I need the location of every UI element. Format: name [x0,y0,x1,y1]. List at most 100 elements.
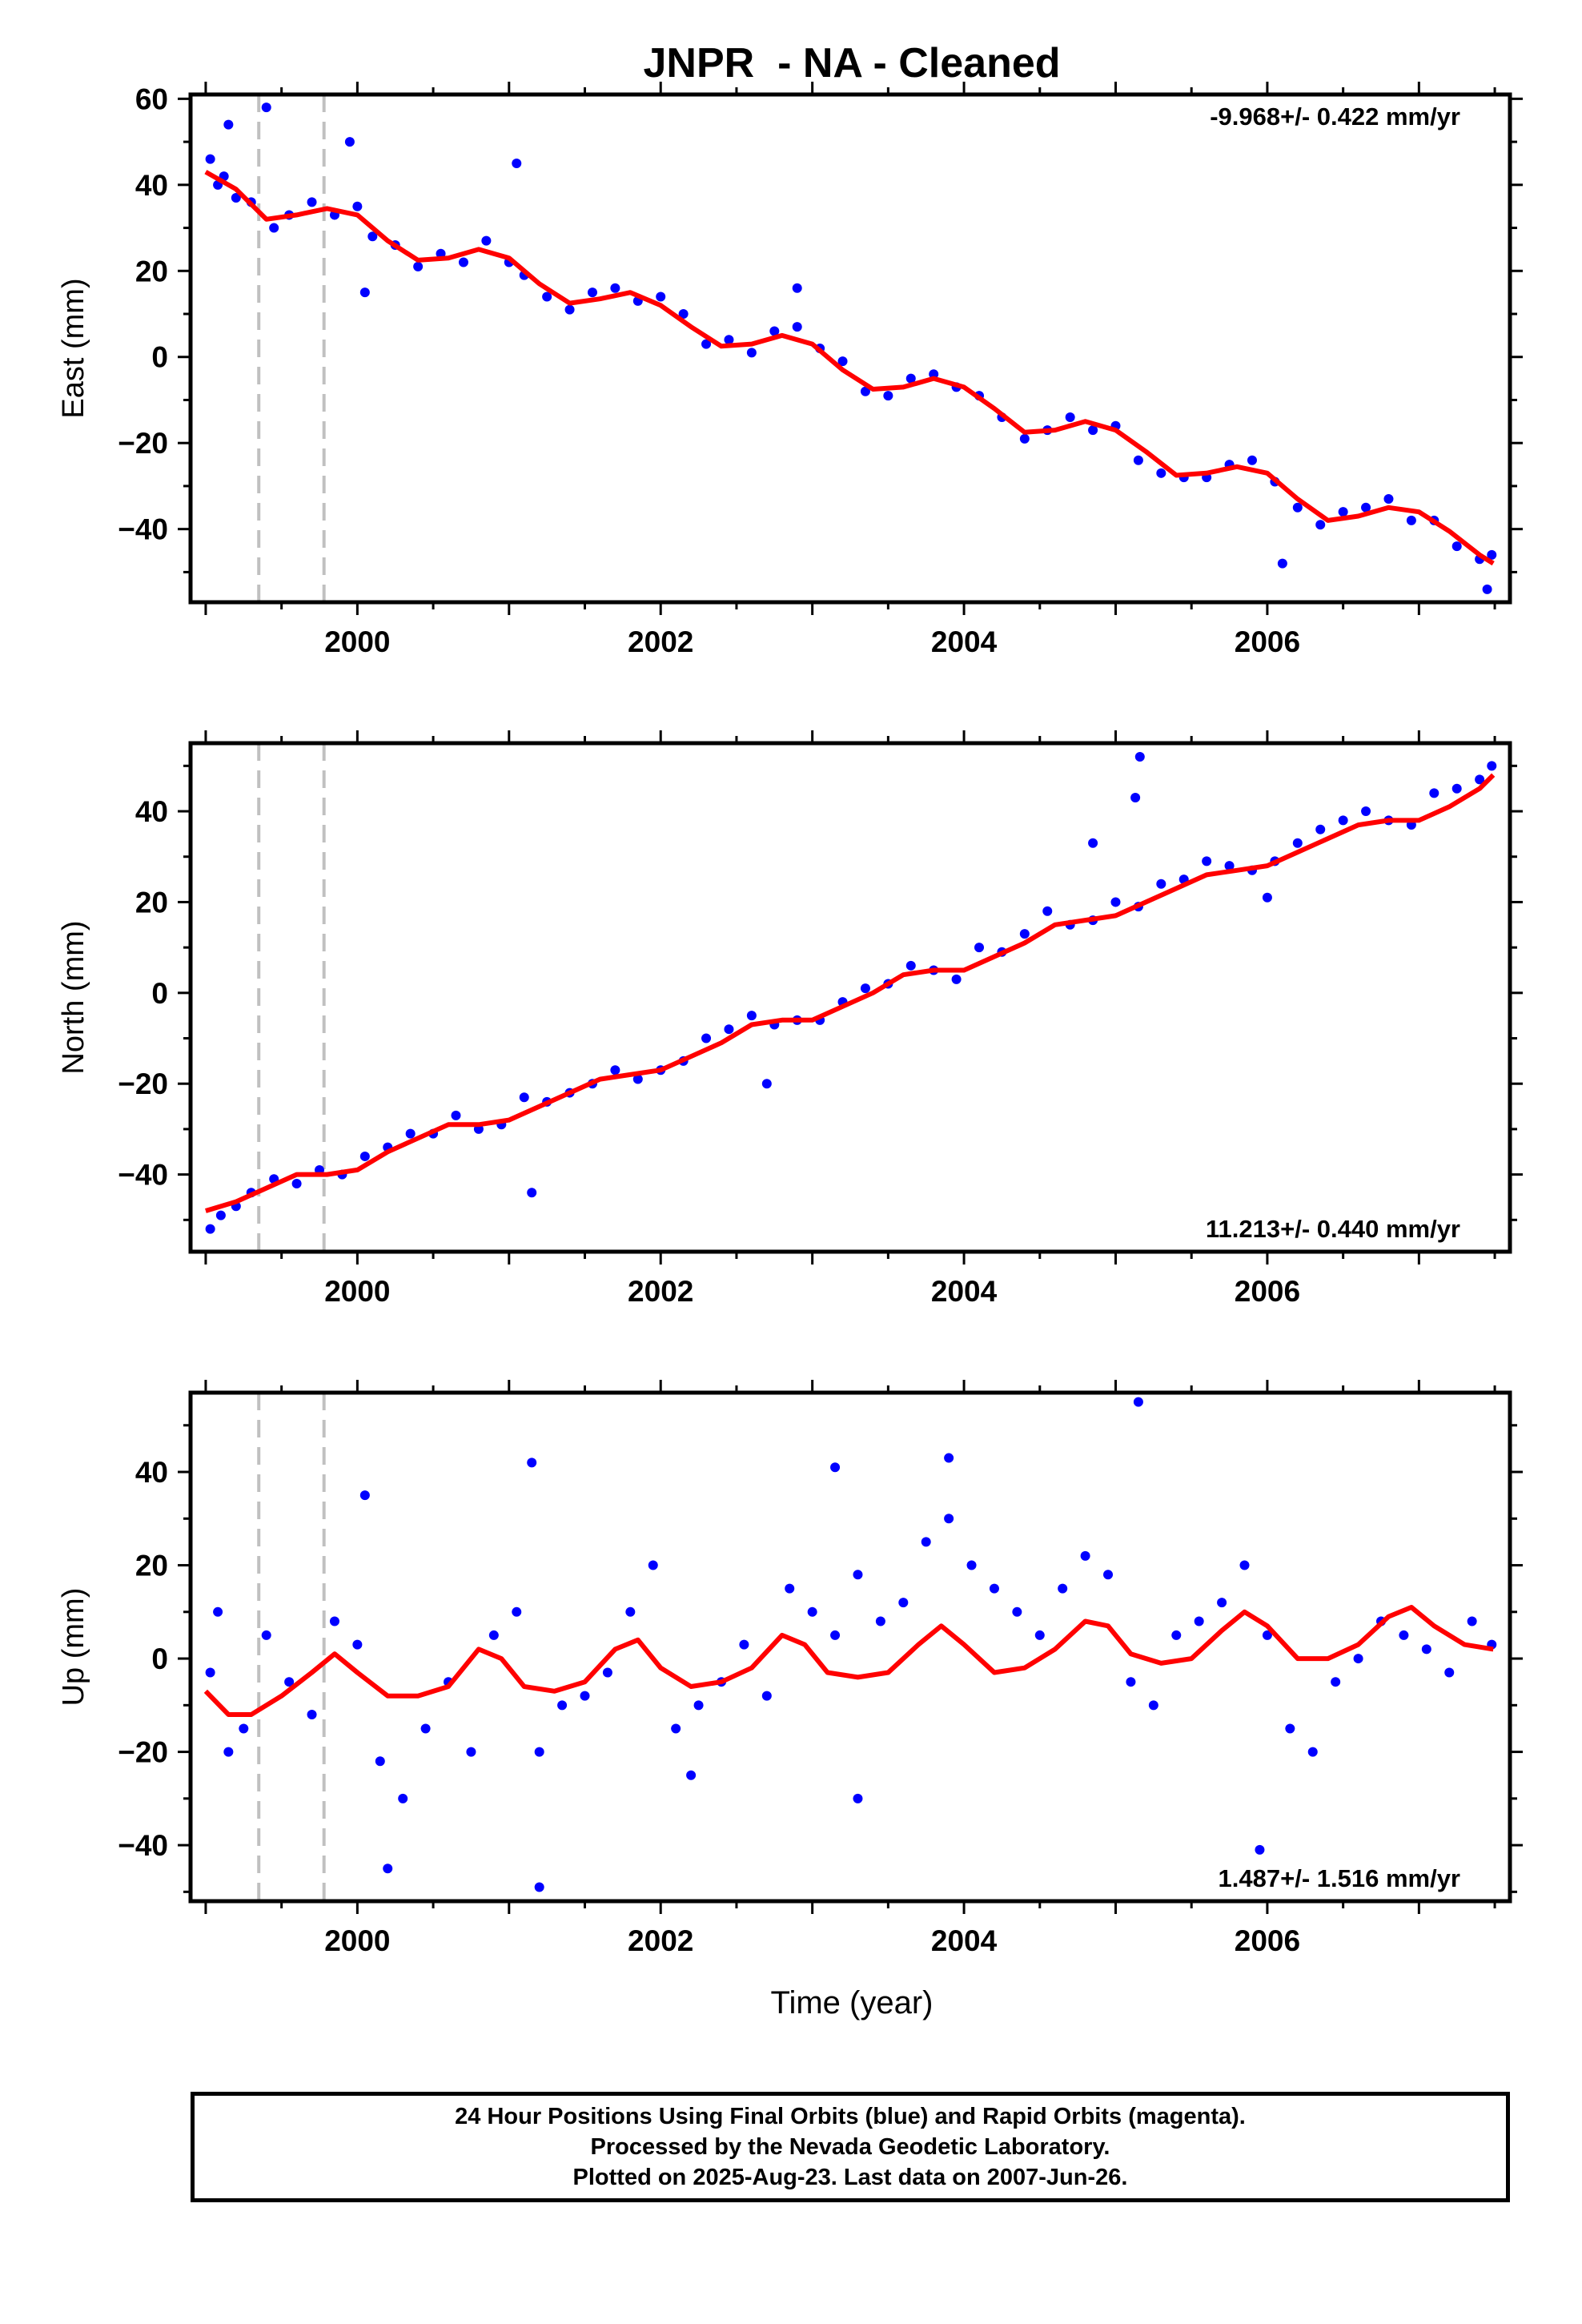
x-tick-label: 2000 [324,1924,390,1957]
east-data-point [724,335,734,345]
up-observations [205,1397,1497,1892]
up-data-point [686,1770,697,1780]
event-lines [257,743,326,1252]
event-lines [257,1393,326,1901]
caption-box: 24 Hour Positions Using Final Orbits (bl… [191,2092,1510,2202]
panel-east: 2000 2002 2004 2006 −40 −20 0 20 40 60 East (mm)… [57,82,1523,658]
north-data-point [905,960,916,971]
north-data-point [1156,879,1166,889]
up-data-point [383,1864,393,1874]
east-y-axis-label: East (mm) [57,278,90,418]
y-tick-label: 40 [135,169,168,202]
east-data-point [905,373,916,384]
up-data-point [785,1583,795,1594]
up-data-point [1034,1630,1045,1640]
up-data-point [1171,1630,1182,1640]
y-tick-label: 0 [151,341,168,374]
x-tick-label: 2006 [1235,625,1300,658]
up-data-point [625,1606,636,1617]
north-data-point [1429,788,1439,798]
east-data-point [1361,502,1371,513]
caption-line: Plotted on 2025-Aug-23. Last data on 200… [572,2165,1128,2190]
up-data-point [557,1700,568,1711]
up-data-point [223,1747,234,1757]
up-data-point [1126,1677,1136,1687]
y-tick-label: −40 [118,513,168,546]
up-data-point [1331,1677,1341,1687]
north-data-point [1475,774,1485,785]
east-data-point [837,356,848,367]
north-data-point [1292,838,1303,848]
up-data-point [830,1630,841,1640]
north-model-curve [205,773,1496,1213]
east-data-point [587,287,597,298]
x-tick-label: 2006 [1235,1275,1300,1308]
east-rate-label: -9.968+/- 0.422 mm/yr [1210,103,1460,131]
east-data-point [261,103,271,113]
north-y-axis: −40 −20 0 20 40 [118,764,1523,1221]
east-data-point [481,235,492,246]
event-lines [257,94,326,602]
up-data-point [898,1598,909,1608]
up-data-point [329,1616,339,1626]
east-data-point [1292,502,1303,513]
east-data-point [656,292,666,302]
north-data-point [724,1024,734,1035]
up-data-point [534,1747,544,1757]
y-tick-label: 40 [135,795,168,828]
x-tick-label: 2002 [628,625,693,658]
north-data-point [405,1128,416,1139]
x-tick-label: 2004 [931,625,998,658]
east-data-point [610,283,620,293]
east-data-point [1088,425,1098,436]
up-data-point [989,1583,999,1594]
north-data-point [1110,897,1121,907]
up-data-point [875,1616,885,1626]
up-rate-label: 1.487+/- 1.516 mm/yr [1219,1864,1460,1892]
y-tick-label: 20 [135,886,168,919]
y-tick-label: 0 [151,977,168,1010]
east-data-point [352,201,363,211]
east-data-point [1247,455,1257,465]
east-data-point [1487,549,1497,560]
up-data-point [1133,1397,1143,1407]
east-data-point [769,326,780,336]
up-data-point [527,1458,537,1468]
up-data-point [1399,1630,1409,1640]
up-data-point [853,1570,863,1580]
east-data-point [1065,412,1075,422]
up-y-axis: −40 −20 0 20 40 [118,1424,1523,1893]
north-data-point [1202,856,1212,866]
north-x-axis: 2000 2002 2004 2006 [204,730,1496,1308]
caption-line: 24 Hour Positions Using Final Orbits (bl… [455,2104,1246,2129]
up-data-point [761,1691,772,1701]
x-axis-label: Time (year) [771,1985,934,2020]
north-data-point [701,1033,712,1043]
y-tick-label: −20 [118,427,168,460]
x-tick-label: 2000 [324,1275,390,1308]
up-data-point [693,1700,704,1711]
north-data-point [1452,783,1462,794]
north-data-point [1088,838,1098,848]
north-data-point [1019,929,1030,939]
up-data-point [534,1882,544,1892]
north-data-point [632,1074,643,1084]
east-data-point [1482,584,1492,594]
up-data-point [1194,1616,1204,1626]
north-observations [205,752,1497,1234]
x-tick-label: 2004 [931,1275,998,1308]
east-x-axis: 2000 2002 2004 2006 [204,82,1496,658]
up-data-point [1255,1844,1265,1855]
y-tick-label: 20 [135,255,168,287]
up-data-point [580,1691,590,1701]
east-data-point [359,287,370,298]
up-data-point [307,1709,317,1719]
up-data-point [807,1606,817,1617]
east-data-point [929,369,939,380]
up-y-axis-label: Up (mm) [57,1588,90,1707]
north-data-point [860,983,870,994]
east-data-point [1315,520,1326,530]
east-data-point [860,386,870,396]
